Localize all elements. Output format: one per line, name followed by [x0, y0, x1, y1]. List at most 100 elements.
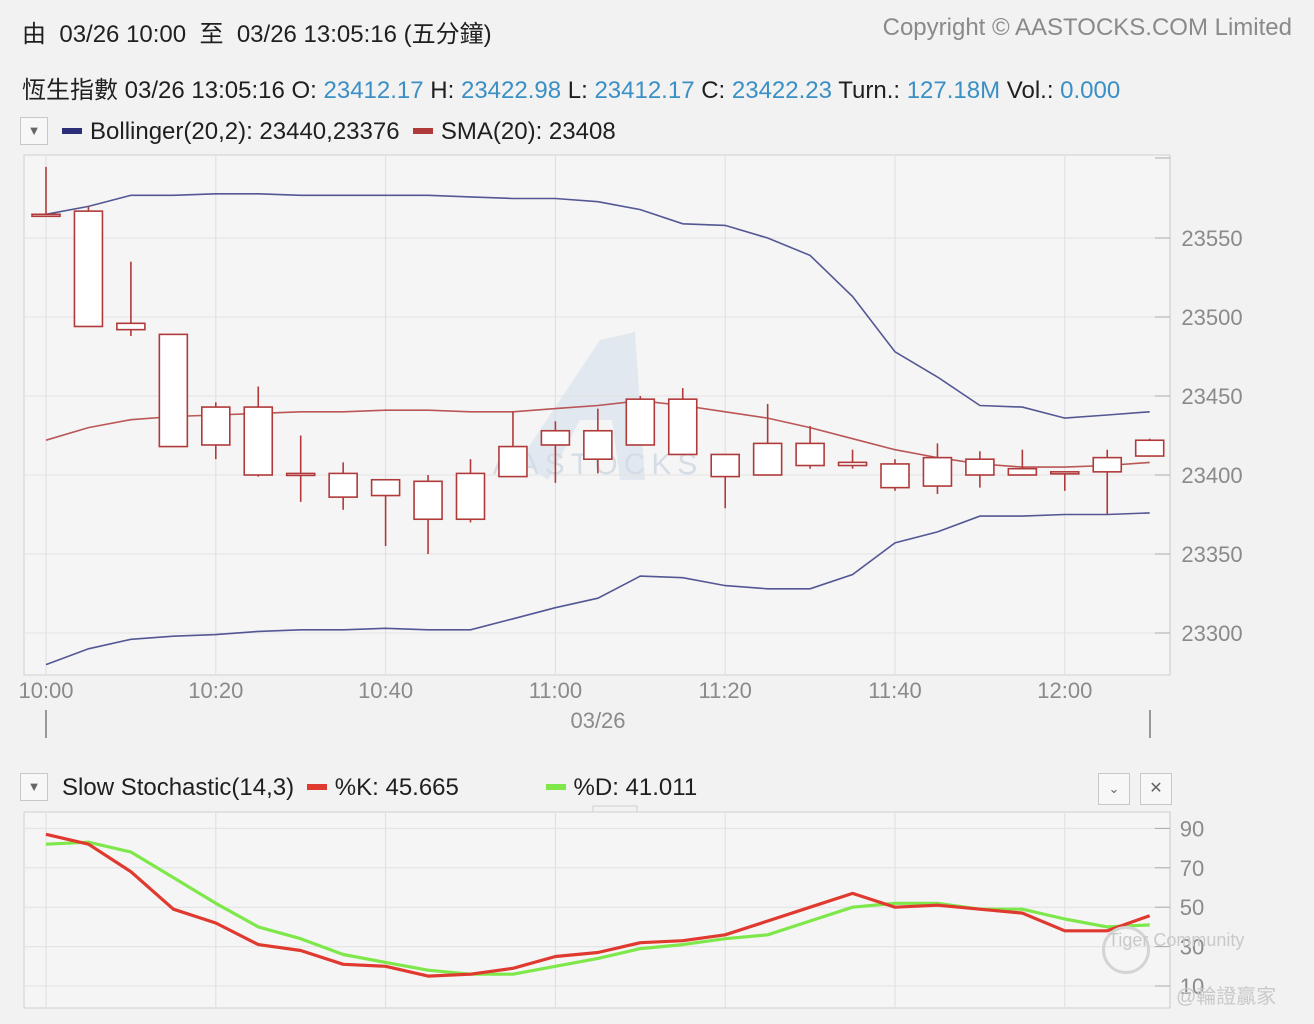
candle-body [540, 429, 571, 446]
copyright-notice: Copyright © AASTOCKS.COM Limited [882, 14, 1292, 41]
x-tick-label: 11:20 [698, 678, 751, 703]
candle [328, 462, 358, 510]
stoch-y-tick-label: 90 [1180, 816, 1204, 841]
candle-body [795, 442, 825, 467]
y-tick-label: 23300 [1181, 621, 1242, 646]
candle [370, 478, 401, 547]
candle-body [625, 398, 656, 446]
candle-body [31, 213, 61, 218]
chevron-down-icon: ⌄ [1108, 781, 1120, 796]
x-tick-label: 12:00 [1037, 678, 1092, 703]
d-legend: %D: 41.011 [573, 774, 698, 801]
candle-body [583, 429, 613, 461]
candle [498, 411, 528, 478]
chevron-down-icon: ▼ [27, 123, 41, 138]
from-time: 03/26 10:00 [59, 21, 187, 48]
x-tick-label: 11:00 [529, 678, 582, 703]
candle-body [667, 398, 698, 456]
close-label: C: [701, 77, 726, 104]
candle [667, 388, 698, 456]
candle [625, 396, 656, 446]
turnover-value: 127.18M [906, 77, 1001, 104]
volume-value: 0.000 [1060, 77, 1121, 104]
stoch-indicator-dropdown[interactable]: ▼ [20, 773, 48, 801]
date-range-header: 由 03/26 10:00 至 03/26 13:05:16 (五分鐘) [22, 14, 492, 49]
stoch-y-tick-label: 10 [1180, 974, 1204, 999]
bollinger-lower-line [45, 512, 1150, 666]
close-icon: ✕ [1149, 780, 1163, 797]
bollinger-legend: Bollinger(20,2): 23440,23376 [90, 118, 400, 145]
k-swatch [306, 784, 327, 791]
candle [455, 459, 486, 523]
candle [201, 402, 231, 460]
candle-body [1050, 471, 1080, 475]
candle [158, 333, 189, 448]
candle [1134, 438, 1165, 457]
y-tick-label: 23550 [1181, 226, 1242, 251]
open-label: O: [291, 77, 317, 104]
low-label: L: [567, 77, 588, 104]
stoch-y-tick-label: 30 [1180, 935, 1204, 960]
sma-legend: SMA(20): 23408 [440, 118, 616, 145]
candle [1007, 449, 1038, 476]
candle-body [1007, 467, 1038, 476]
collapse-panel-button[interactable]: ⌄ [1098, 773, 1130, 805]
index-name: 恆生指數 [22, 77, 118, 104]
stoch-y-tick-label: 50 [1180, 895, 1204, 920]
candle-body [922, 456, 953, 487]
quote-timestamp: 03/26 13:05:16 [124, 77, 285, 104]
candle [837, 449, 868, 469]
candle [752, 403, 783, 476]
candle-body [370, 478, 401, 497]
candle-body [328, 472, 358, 498]
chevron-down-icon: ▼ [27, 779, 41, 794]
candle [243, 386, 274, 477]
candle-body [498, 445, 528, 478]
close-panel-button[interactable]: ✕ [1140, 773, 1172, 805]
candle [795, 426, 825, 469]
tiger-logo-icon [1102, 926, 1150, 974]
candle-body [243, 406, 274, 476]
candle-body [880, 463, 910, 489]
high-value: 23422.98 [460, 77, 562, 104]
candle [1092, 449, 1123, 515]
quote-line: 恆生指數 03/26 13:05:16 O: 23412.17 H: 23422… [22, 70, 1120, 105]
candle-body [413, 480, 443, 521]
y-tick-label: 23400 [1181, 463, 1242, 488]
x-tick-label: 10:20 [188, 678, 243, 703]
candle-body [710, 453, 741, 478]
high-label: H: [430, 77, 455, 104]
candle [710, 453, 741, 509]
candle-body [158, 333, 189, 448]
candle-body [837, 461, 868, 467]
main-indicator-dropdown[interactable]: ▼ [20, 117, 48, 145]
candle-body [1092, 456, 1123, 473]
candle-body [73, 210, 104, 328]
interval-label: (五分鐘) [403, 21, 492, 48]
x-tick-label: 10:00 [18, 678, 73, 703]
candle [285, 435, 316, 502]
stoch-legend: Slow Stochastic(14,3) %K: 45.665 %D: 41.… [62, 774, 697, 802]
from-label: 由 [22, 21, 46, 48]
candle [116, 261, 146, 336]
candle [583, 408, 613, 474]
candle-body [752, 442, 783, 476]
d-swatch [545, 784, 566, 791]
stoch-title: Slow Stochastic(14,3) [62, 774, 295, 801]
candle [413, 475, 443, 554]
k-legend: %K: 45.665 [334, 774, 459, 801]
candle [922, 443, 953, 494]
candle [73, 206, 104, 328]
to-label: 至 [199, 21, 224, 48]
candle-body [201, 406, 231, 446]
bollinger-upper-line [45, 193, 1150, 419]
candle [965, 451, 995, 488]
turnover-label: Turn.: [838, 77, 901, 104]
candle-body [965, 458, 995, 476]
y-tick-label: 23350 [1181, 542, 1242, 567]
candle-body [116, 322, 146, 331]
author-watermark: @輪證贏家 [1176, 986, 1277, 1008]
volume-label: Vol.: [1006, 77, 1054, 104]
candle-body [285, 472, 316, 477]
